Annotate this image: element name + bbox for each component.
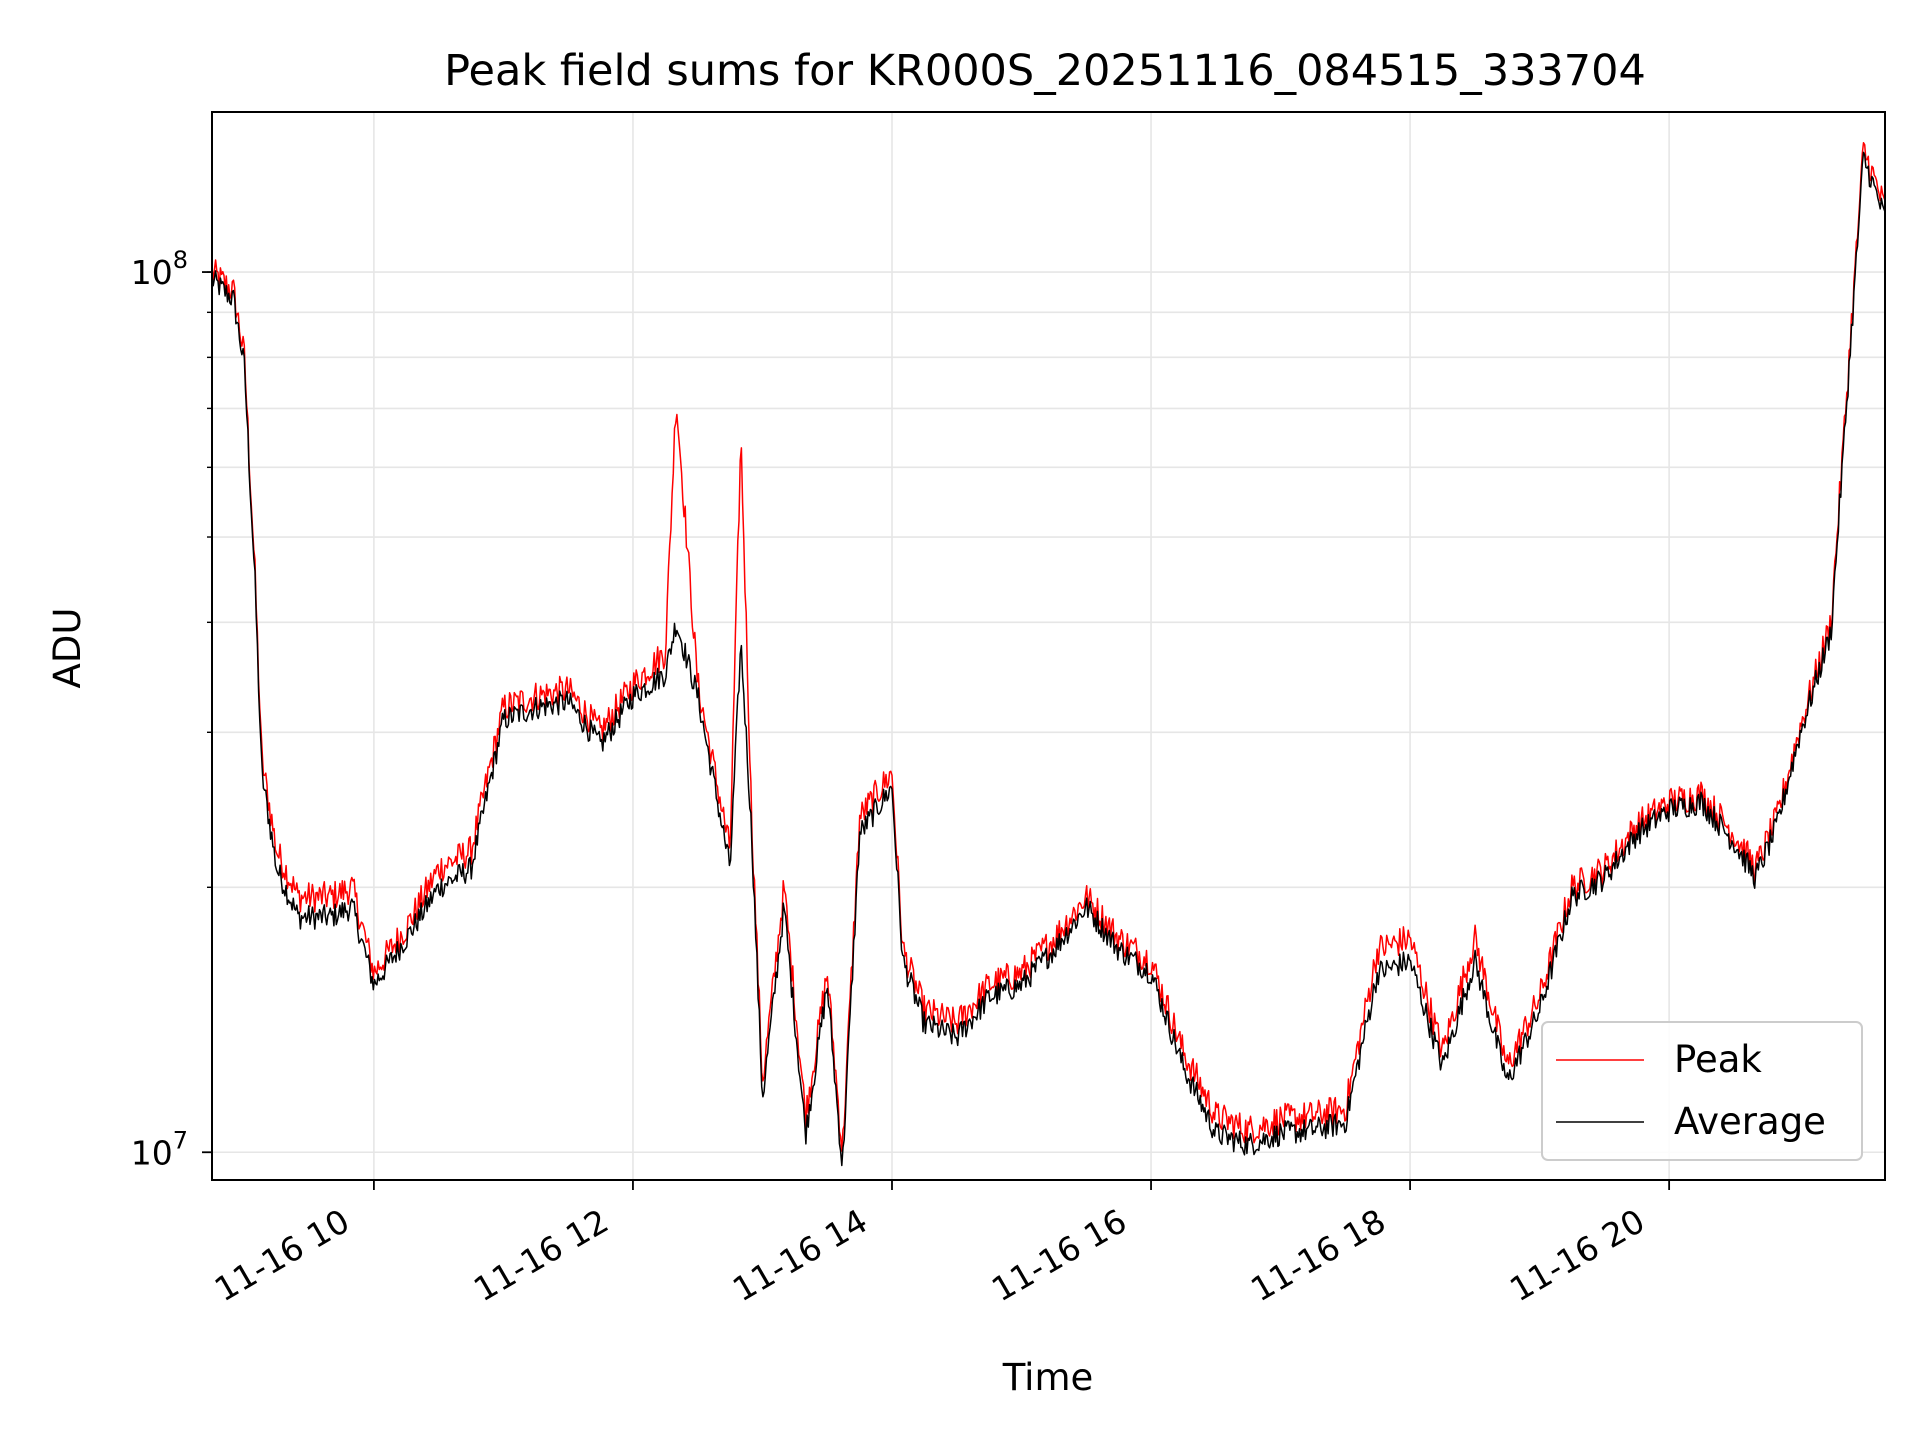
chart-title: Peak field sums for KR000S_20251116_0845… [444,46,1646,96]
series-line-peak [211,141,1886,1152]
x-axis-label: Time [1002,1356,1094,1399]
y-axis-ticks: 107 108 [131,246,212,1172]
y-tick-label: 108 [131,246,188,292]
gridlines [212,112,1885,1180]
plot-area [211,141,1886,1167]
legend-box [1541,1021,1863,1161]
legend: Peak Average [1541,1021,1863,1161]
y-axis-label: ADU [46,608,89,689]
series-line-average [211,151,1886,1167]
legend-label-average: Average [1674,1100,1826,1143]
y-tick-label: 107 [131,1126,188,1172]
legend-label-peak: Peak [1674,1038,1762,1081]
axes-frame [211,111,1886,1181]
